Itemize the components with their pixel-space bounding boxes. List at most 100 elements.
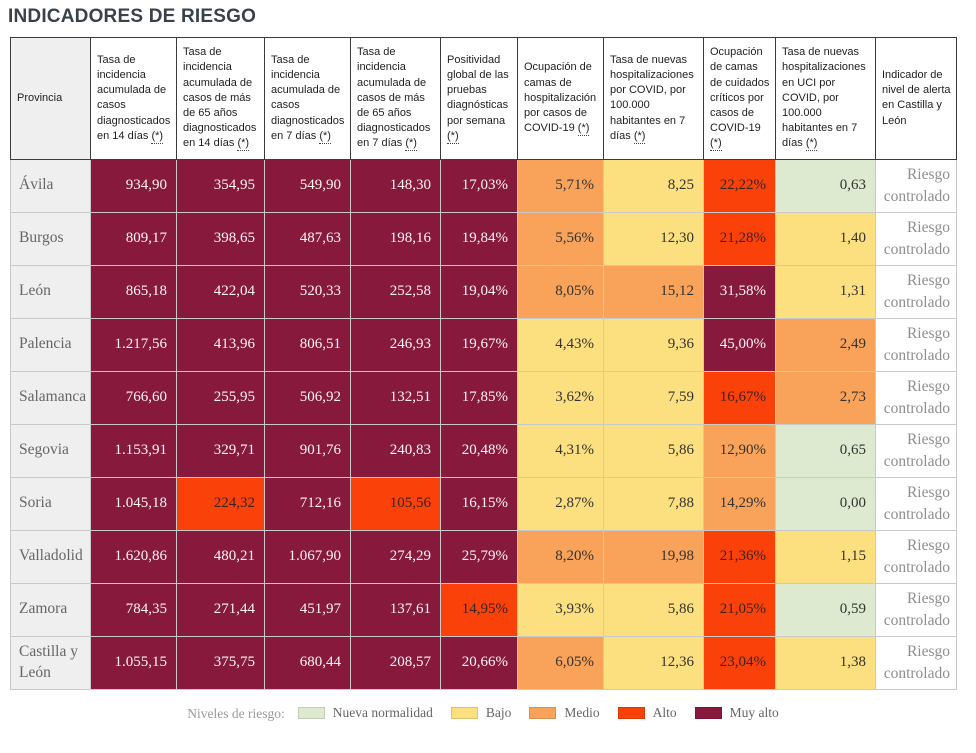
value-cell: 274,29 [350, 529, 441, 584]
value-cell: 8,05% [517, 264, 604, 319]
value-cell: 5,56% [517, 211, 604, 266]
value-cell: 1,15 [775, 529, 876, 584]
value-cell: 6,05% [517, 635, 604, 690]
table-header: Provincia Tasa de incidencia acumulada de… [10, 36, 957, 160]
value-cell: 20,66% [440, 635, 518, 690]
table-row: Ávila 934,90 354,95 549,90 148,30 17,03% 5,71%… [10, 158, 957, 213]
value-cell: 766,60 [90, 370, 177, 425]
footnote-marker[interactable]: (*) [237, 137, 250, 152]
alert-level-cell: Riesgo controlado [875, 264, 957, 319]
footnote-marker[interactable]: (*) [633, 129, 646, 144]
table-row: Castilla y León 1.055,15 375,75 680,44 208,5… [10, 635, 957, 690]
table-row: León 865,18 422,04 520,33 252,58 19,04% 8,05% 1… [10, 264, 957, 319]
value-cell: 680,44 [264, 635, 351, 690]
footnote-marker[interactable]: (*) [710, 137, 722, 152]
table-row: Segovia 1.153,91 329,71 901,76 240,83 20,48% 4… [10, 423, 957, 478]
footnote-marker[interactable]: (*) [805, 137, 818, 152]
value-cell: 105,56 [350, 476, 441, 531]
alert-level-cell: Riesgo controlado [875, 211, 957, 266]
column-header: Tasa de incidencia acumulada de casos di… [90, 36, 177, 160]
value-cell: 5,86 [603, 582, 704, 637]
value-cell: 198,16 [350, 211, 441, 266]
value-cell: 17,85% [440, 370, 518, 425]
alert-level-cell: Riesgo controlado [875, 529, 957, 584]
value-cell: 934,90 [90, 158, 177, 213]
value-cell: 45,00% [703, 317, 776, 372]
alert-level-cell: Riesgo controlado [875, 582, 957, 637]
province-name: Segovia [10, 423, 91, 478]
value-cell: 809,17 [90, 211, 177, 266]
value-cell: 1.217,56 [90, 317, 177, 372]
column-header: Positividad global de las pruebas diagnó… [440, 36, 518, 160]
value-cell: 5,86 [603, 423, 704, 478]
value-cell: 3,93% [517, 582, 604, 637]
footnote-marker[interactable]: (*) [447, 129, 459, 144]
value-cell: 132,51 [350, 370, 441, 425]
footnote-marker[interactable]: (*) [577, 122, 590, 137]
value-cell: 2,87% [517, 476, 604, 531]
value-cell: 1.055,15 [90, 635, 177, 690]
legend-item: Nueva normalidad [297, 705, 433, 721]
column-header: Tasa de incidencia acumulada de casos de… [350, 36, 441, 160]
legend-item: Alto [617, 705, 677, 721]
alert-level-cell: Riesgo controlado [875, 476, 957, 531]
province-name: Zamora [10, 582, 91, 637]
value-cell: 31,58% [703, 264, 776, 319]
value-cell: 1.067,90 [264, 529, 351, 584]
alert-level-cell: Riesgo controlado [875, 158, 957, 213]
value-cell: 1,38 [775, 635, 876, 690]
alert-level-cell: Riesgo controlado [875, 635, 957, 690]
value-cell: 7,59 [603, 370, 704, 425]
province-name: Burgos [10, 211, 91, 266]
column-header: Ocupación de camas de hospitalización po… [517, 36, 604, 160]
indicadores-riesgo-page: INDICADORES DE RIESGO Provincia Tasa de i… [0, 6, 976, 753]
value-cell: 12,36 [603, 635, 704, 690]
value-cell: 4,43% [517, 317, 604, 372]
value-cell: 252,58 [350, 264, 441, 319]
value-cell: 224,32 [176, 476, 265, 531]
value-cell: 1,31 [775, 264, 876, 319]
footnote-marker[interactable]: (*) [151, 129, 164, 144]
value-cell: 520,33 [264, 264, 351, 319]
value-cell: 2,49 [775, 317, 876, 372]
legend-item-label: Medio [564, 704, 600, 720]
value-cell: 413,96 [176, 317, 265, 372]
province-name: Soria [10, 476, 91, 531]
value-cell: 16,15% [440, 476, 518, 531]
value-cell: 8,25 [603, 158, 704, 213]
value-cell: 15,12 [603, 264, 704, 319]
value-cell: 2,73 [775, 370, 876, 425]
value-cell: 17,03% [440, 158, 518, 213]
column-header: Tasa de nuevas hospitalizaciones por COV… [603, 36, 704, 160]
value-cell: 271,44 [176, 582, 265, 637]
footnote-marker[interactable]: (*) [405, 137, 417, 152]
value-cell: 246,93 [350, 317, 441, 372]
value-cell: 255,95 [176, 370, 265, 425]
value-cell: 8,20% [517, 529, 604, 584]
header-row: Provincia Tasa de incidencia acumulada de… [10, 36, 957, 160]
value-cell: 354,95 [176, 158, 265, 213]
value-cell: 1.620,86 [90, 529, 177, 584]
value-cell: 3,62% [517, 370, 604, 425]
value-cell: 25,79% [440, 529, 518, 584]
value-cell: 549,90 [264, 158, 351, 213]
value-cell: 0,65 [775, 423, 876, 478]
value-cell: 487,63 [264, 211, 351, 266]
value-cell: 7,88 [603, 476, 704, 531]
risk-legend: Niveles de riesgo: Nueva normalidad Bajo M… [10, 705, 956, 723]
alert-level-cell: Riesgo controlado [875, 370, 957, 425]
value-cell: 240,83 [350, 423, 441, 478]
value-cell: 422,04 [176, 264, 265, 319]
legend-item: Bajo [450, 705, 511, 721]
value-cell: 22,22% [703, 158, 776, 213]
value-cell: 451,97 [264, 582, 351, 637]
page-title: INDICADORES DE RIESGO [8, 6, 257, 27]
value-cell: 19,04% [440, 264, 518, 319]
value-cell: 865,18 [90, 264, 177, 319]
value-cell: 20,48% [440, 423, 518, 478]
value-cell: 1.045,18 [90, 476, 177, 531]
footnote-marker[interactable]: (*) [319, 129, 331, 144]
table-row: Palencia 1.217,56 413,96 806,51 246,93 19,67%… [10, 317, 957, 372]
risk-indicators-table: Provincia Tasa de incidencia acumulada de… [10, 36, 957, 690]
value-cell: 14,95% [440, 582, 518, 637]
